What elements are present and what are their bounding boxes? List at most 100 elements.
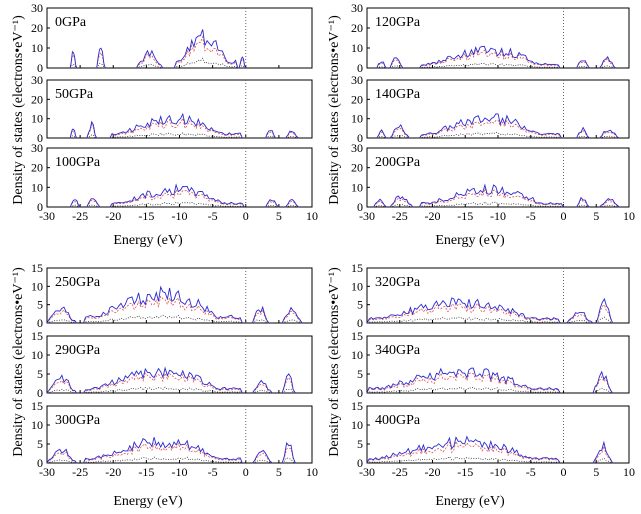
y-tick-label: 0 bbox=[357, 456, 363, 470]
y-tick-label: 20 bbox=[31, 161, 43, 175]
y-tick-label: 20 bbox=[351, 161, 363, 175]
dos-s-line bbox=[366, 386, 613, 394]
x-tick-label: -5 bbox=[526, 209, 536, 223]
dos-s-line bbox=[69, 132, 299, 139]
x-tick-label: 0 bbox=[561, 465, 567, 479]
y-tick-label: 0 bbox=[357, 61, 363, 75]
x-axis-label-bottom-left: Energy (eV) bbox=[113, 494, 183, 509]
y-tick-label: 30 bbox=[351, 141, 363, 155]
y-tick-label: 20 bbox=[351, 21, 363, 35]
x-tick-label: -15 bbox=[138, 209, 154, 223]
dos-total-line bbox=[46, 366, 296, 394]
dos-p-line bbox=[69, 35, 247, 69]
dos-s-line bbox=[376, 131, 620, 139]
pressure-label: 0GPa bbox=[55, 15, 87, 30]
dos-total-line bbox=[46, 285, 303, 324]
panel-100GPa: 0 10 20 30 -30 -25 -20 -15 -10 -5 0 5 10 100GPa bbox=[31, 141, 318, 223]
dos-total-line bbox=[69, 112, 300, 139]
dos-s-line bbox=[46, 314, 303, 324]
y-tick-label: 5 bbox=[37, 367, 43, 381]
x-tick-label: -10 bbox=[172, 209, 188, 223]
dos-p-line bbox=[376, 49, 617, 69]
y-axis-label-bottom-right: Density of states (electrons•eV⁻¹) bbox=[327, 267, 342, 457]
dos-total-line bbox=[366, 367, 613, 394]
y-tick-label: 20 bbox=[31, 92, 43, 106]
y-tick-label: 0 bbox=[37, 131, 43, 145]
y-axis-label-bottom-left: Density of states (electrons•eV⁻¹) bbox=[11, 267, 26, 457]
y-tick-label: 5 bbox=[357, 367, 363, 381]
x-tick-label: -20 bbox=[105, 465, 121, 479]
dos-total-line bbox=[366, 297, 614, 324]
x-tick-label: -5 bbox=[208, 465, 218, 479]
y-tick-label: 10 bbox=[31, 348, 43, 362]
y-tick-label: 5 bbox=[357, 298, 363, 312]
panel-320GPa: 0 5 10 15 320GPa bbox=[351, 261, 630, 330]
panel-290GPa: 0 5 10 15 290GPa bbox=[31, 329, 313, 400]
x-tick-label: -15 bbox=[457, 209, 473, 223]
x-tick-label: -15 bbox=[138, 465, 154, 479]
dos-p-line bbox=[376, 119, 620, 139]
dos-total-line bbox=[69, 29, 247, 69]
y-tick-label: 5 bbox=[357, 437, 363, 451]
y-tick-label: 5 bbox=[37, 298, 43, 312]
y-tick-label: 0 bbox=[37, 200, 43, 214]
y-tick-label: 0 bbox=[37, 61, 43, 75]
y-tick-label: 10 bbox=[351, 418, 363, 432]
x-tick-label: -25 bbox=[392, 465, 408, 479]
y-tick-label: 15 bbox=[31, 329, 43, 343]
y-tick-label: 10 bbox=[31, 279, 43, 293]
x-tick-label: 10 bbox=[623, 465, 635, 479]
y-tick-label: 30 bbox=[351, 1, 363, 15]
pressure-label: 340GPa bbox=[375, 343, 421, 358]
y-tick-label: 30 bbox=[31, 1, 43, 15]
pressure-label: 320GPa bbox=[375, 275, 421, 290]
x-tick-label: -10 bbox=[490, 465, 506, 479]
y-tick-label: 10 bbox=[351, 41, 363, 55]
x-tick-label: 0 bbox=[561, 209, 567, 223]
pressure-label: 100GPa bbox=[55, 155, 101, 170]
dos-total-line bbox=[376, 113, 620, 139]
dos-p-line bbox=[366, 372, 613, 394]
y-tick-label: 0 bbox=[37, 316, 43, 330]
x-tick-label: 5 bbox=[276, 209, 282, 223]
dos-p-line bbox=[69, 117, 299, 139]
x-tick-label: 0 bbox=[243, 465, 249, 479]
x-tick-label: 5 bbox=[593, 465, 599, 479]
dos-total-line bbox=[366, 435, 613, 464]
panel-50GPa: 0 10 20 30 50GPa bbox=[31, 73, 313, 145]
dos-s-line bbox=[366, 455, 613, 464]
y-tick-label: 0 bbox=[37, 386, 43, 400]
y-tick-label: 20 bbox=[31, 21, 43, 35]
y-tick-label: 0 bbox=[357, 386, 363, 400]
x-axis-label-top-right: Energy (eV) bbox=[435, 233, 505, 248]
x-tick-label: 5 bbox=[276, 465, 282, 479]
pressure-label: 140GPa bbox=[375, 87, 421, 102]
x-tick-label: -20 bbox=[425, 465, 441, 479]
dos-s-line bbox=[46, 456, 296, 464]
dos-total-line bbox=[376, 45, 617, 69]
y-tick-label: 15 bbox=[31, 399, 43, 413]
y-tick-label: 15 bbox=[351, 261, 363, 275]
y-tick-label: 30 bbox=[31, 141, 43, 155]
x-tick-label: -25 bbox=[72, 465, 88, 479]
panel-140GPa: 0 10 20 30 140GPa bbox=[351, 73, 630, 145]
x-tick-label: -10 bbox=[490, 209, 506, 223]
y-tick-label: 10 bbox=[351, 279, 363, 293]
y-tick-label: 15 bbox=[351, 329, 363, 343]
pressure-label: 300GPa bbox=[55, 413, 101, 428]
y-tick-label: 0 bbox=[357, 131, 363, 145]
x-tick-label: -20 bbox=[105, 209, 121, 223]
x-tick-label: 5 bbox=[593, 209, 599, 223]
y-tick-label: 10 bbox=[351, 348, 363, 362]
panel-250GPa: 0 5 10 15 250GPa bbox=[31, 261, 313, 330]
pressure-label: 250GPa bbox=[55, 275, 101, 290]
dos-p-line bbox=[46, 295, 303, 324]
y-tick-label: 0 bbox=[357, 200, 363, 214]
y-axis-label-top-right: Density of states (electrons•eV⁻¹) bbox=[327, 15, 342, 205]
y-tick-label: 30 bbox=[351, 73, 363, 87]
y-tick-label: 10 bbox=[351, 180, 363, 194]
dos-s-line bbox=[69, 57, 246, 69]
x-tick-label: 0 bbox=[243, 209, 249, 223]
panel-300GPa: 0 5 10 15 -30 -25 -20 -15 -10 -5 0 5 10 300GPa bbox=[31, 399, 318, 479]
